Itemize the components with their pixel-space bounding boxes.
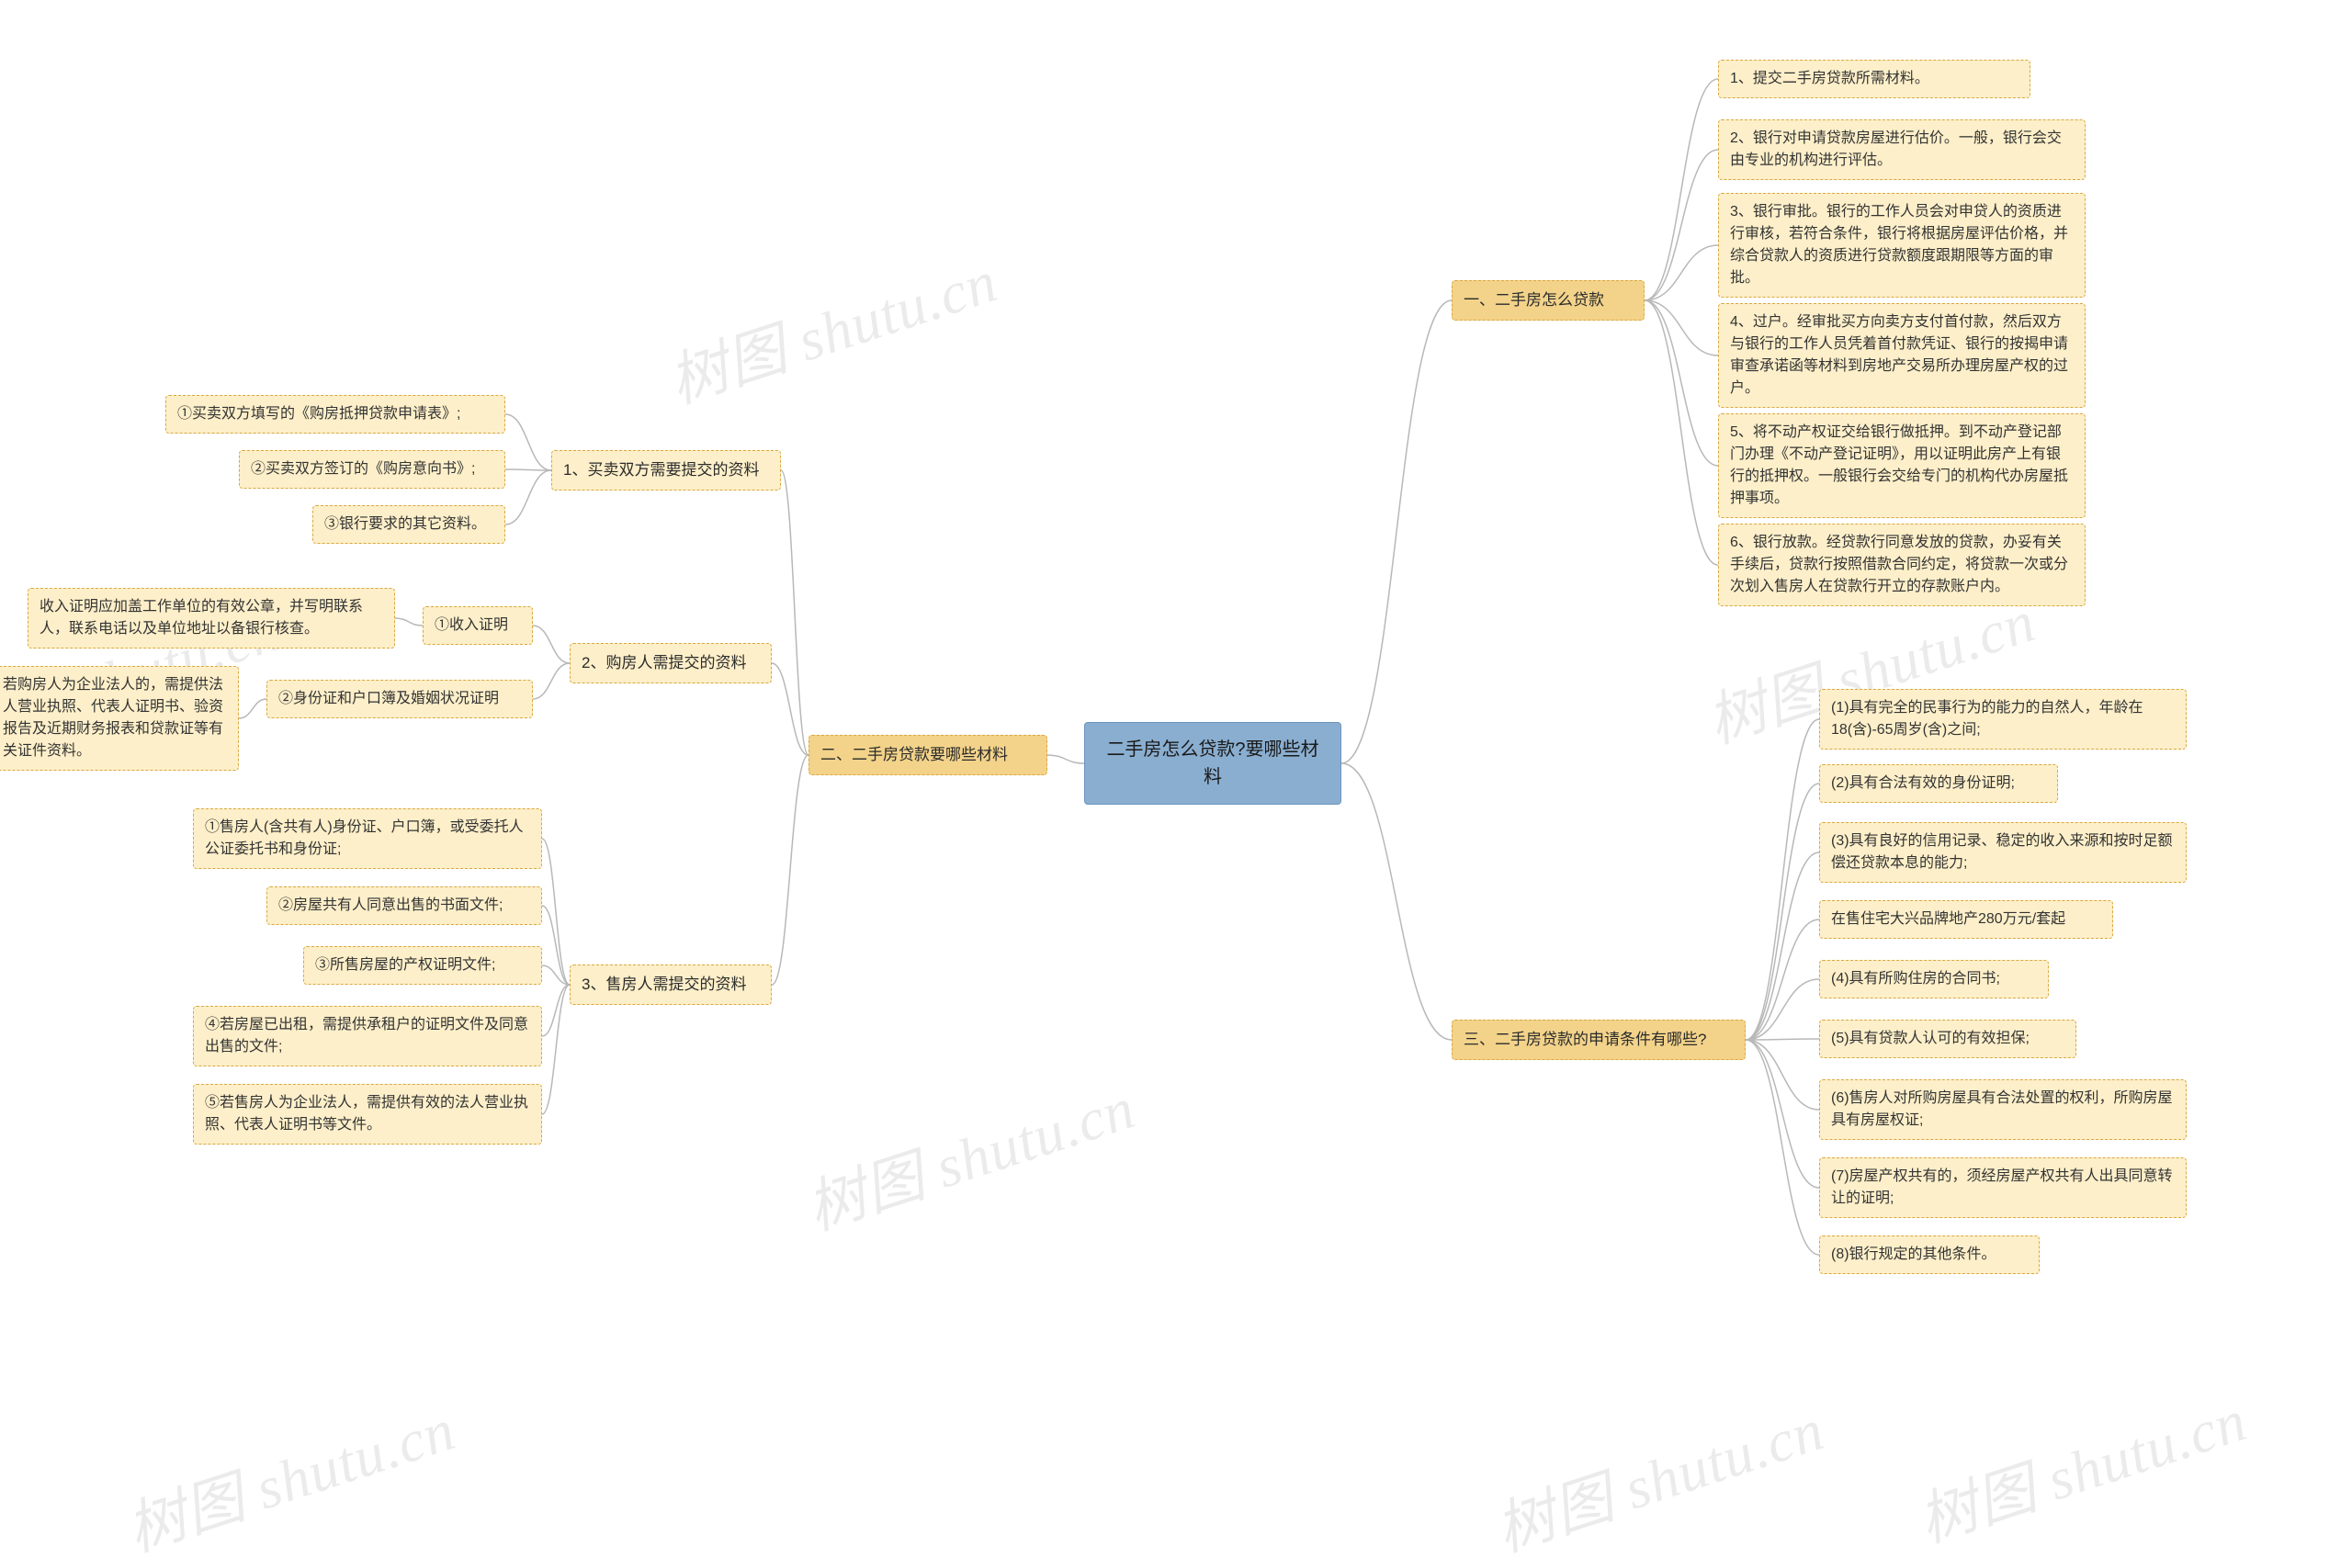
watermark: 树图 shutu.cn [795,1061,1144,1247]
leaf-node: (6)售房人对所购房屋具有合法处置的权利，所购房屋具有房屋权证; [1819,1079,2187,1140]
watermark: 树图 shutu.cn [115,1382,464,1568]
leaf-node: (2)具有合法有效的身份证明; [1819,764,2058,803]
leaf-node: 在售住宅大兴品牌地产280万元/套起 [1819,900,2113,939]
sub-node: 2、购房人需提交的资料 [570,643,772,683]
sub-node: 1、买卖双方需要提交的资料 [551,450,781,491]
leaf-node: 3、银行审批。银行的工作人员会对申贷人的资质进行审核，若符合条件，银行将根据房屋… [1718,193,2086,298]
leaf-node: 5、将不动产权证交给银行做抵押。到不动产登记部门办理《不动产登记证明》，用以证明… [1718,413,2086,518]
leaf-node: ③银行要求的其它资料。 [312,505,505,544]
leaf-node: ④若房屋已出租，需提供承租户的证明文件及同意出售的文件; [193,1006,542,1066]
leaf-node: 若购房人为企业法人的，需提供法人营业执照、代表人证明书、验资报告及近期财务报表和… [0,666,239,771]
leaf-node: ⑤若售房人为企业法人，需提供有效的法人营业执照、代表人证明书等文件。 [193,1084,542,1145]
leaf-node: (5)具有贷款人认可的有效担保; [1819,1020,2076,1058]
sub-node: 3、售房人需提交的资料 [570,964,772,1005]
leaf-node: ②买卖双方签订的《购房意向书》; [239,450,505,489]
leaf-node: (1)具有完全的民事行为的能力的自然人，年龄在18(含)-65周岁(含)之间; [1819,689,2187,750]
leaf-node: ①买卖双方填写的《购房抵押贷款申请表》; [165,395,505,434]
leaf-node: 6、银行放款。经贷款行同意发放的贷款，办妥有关手续后，贷款行按照借款合同约定，将… [1718,524,2086,606]
mindmap-canvas: 树图 shutu.cn树图 shutu.cn树图 shutu.cn树图 shut… [0,0,2352,1495]
root-node: 二手房怎么贷款?要哪些材料 [1084,722,1341,805]
leaf-node: ③所售房屋的产权证明文件; [303,946,542,985]
leaf-node: (8)银行规定的其他条件。 [1819,1235,2040,1274]
watermark: 树图 shutu.cn [1484,1382,1833,1568]
leaf-node: (4)具有所购住房的合同书; [1819,960,2049,998]
leaf-node: ①收入证明 [423,606,533,645]
leaf-node: ①售房人(含共有人)身份证、户口簿，或受委托人公证委托书和身份证; [193,808,542,869]
leaf-node: ②房屋共有人同意出售的书面文件; [266,886,542,925]
branch-node: 二、二手房贷款要哪些材料 [808,735,1047,775]
leaf-node: (7)房屋产权共有的，须经房屋产权共有人出具同意转让的证明; [1819,1157,2187,1218]
leaf-node: ②身份证和户口簿及婚姻状况证明 [266,680,533,718]
leaf-node: 2、银行对申请贷款房屋进行估价。一般，银行会交由专业的机构进行评估。 [1718,119,2086,180]
leaf-node: 收入证明应加盖工作单位的有效公章，并写明联系人，联系电话以及单位地址以备银行核查… [28,588,395,649]
branch-node: 三、二手房贷款的申请条件有哪些? [1452,1020,1746,1060]
watermark: 树图 shutu.cn [1906,1373,2256,1559]
leaf-node: 1、提交二手房贷款所需材料。 [1718,60,2030,98]
leaf-node: 4、过户。经审批买方向卖方支付首付款，然后双方与银行的工作人员凭着首付款凭证、银… [1718,303,2086,408]
leaf-node: (3)具有良好的信用记录、稳定的收入来源和按时足额偿还贷款本息的能力; [1819,822,2187,883]
watermark: 树图 shutu.cn [657,234,1006,420]
branch-node: 一、二手房怎么贷款 [1452,280,1645,321]
